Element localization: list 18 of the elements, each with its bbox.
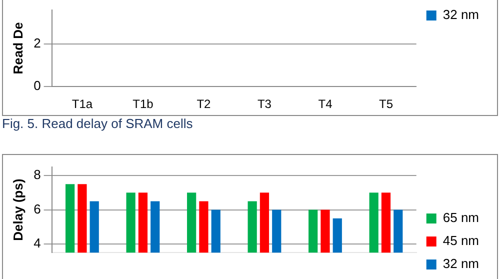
x-tick-label: T4 — [318, 97, 333, 112]
legend-label: 32 nm — [442, 7, 480, 22]
x-tick-label: T1b — [132, 97, 154, 112]
x-tick-label: T2 — [196, 97, 212, 112]
y-axis-title: Delay (ps) — [10, 178, 26, 241]
legend-label: 32 nm — [442, 256, 480, 272]
y-tick-label: 0 — [34, 78, 41, 94]
y-tick-label: 8 — [34, 167, 41, 182]
y-axis-title: Read De — [10, 22, 26, 74]
y-tick-label: 2 — [34, 36, 41, 51]
x-tick-label: T1a — [72, 97, 93, 112]
y-tick-label: 6 — [34, 201, 41, 216]
legend-label: 45 nm — [442, 233, 480, 248]
x-tick-label: T5 — [378, 97, 394, 112]
legend-label: 65 nm — [442, 210, 480, 226]
caption: Fig. 5. Read delay of SRAM cells — [2, 116, 193, 131]
y-tick-label: 4 — [34, 236, 41, 251]
x-tick-label: T3 — [257, 97, 272, 112]
